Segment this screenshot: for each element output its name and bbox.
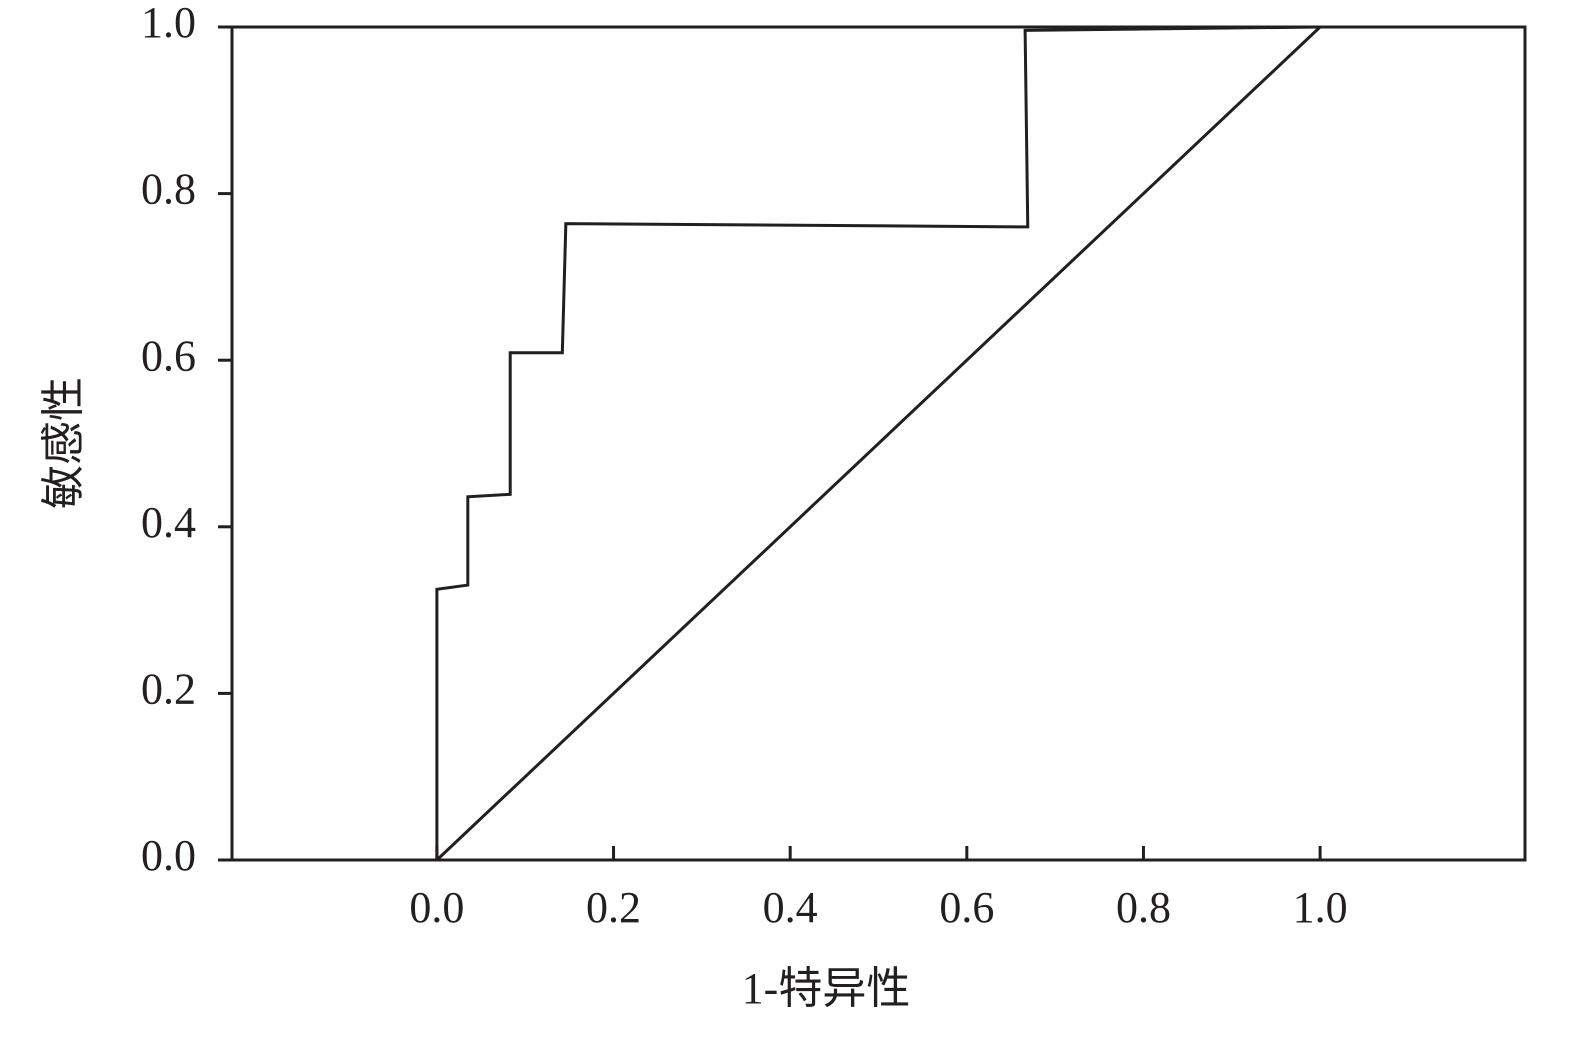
y-axis-label: 敏感性 [39,377,88,509]
y-tick-label: 0.6 [141,331,196,380]
x-tick-label: 0.8 [1116,883,1171,932]
y-tick-label: 1.0 [141,0,196,47]
y-tick-label: 0.0 [141,831,196,880]
x-tick-label: 0.0 [409,883,464,932]
x-tick-label: 0.4 [763,883,818,932]
y-tick-label: 0.8 [141,165,196,214]
y-tick-label: 0.4 [141,498,196,547]
x-tick-label: 0.2 [586,883,641,932]
x-axis-label: 1-特异性 [742,964,911,1013]
x-tick-label: 1.0 [1293,883,1348,932]
roc-line [435,25,1321,860]
y-tick-label: 0.2 [141,664,196,713]
plot-frame [230,25,1527,862]
x-tick-label: 0.6 [939,883,994,932]
roc-line [435,25,1322,862]
